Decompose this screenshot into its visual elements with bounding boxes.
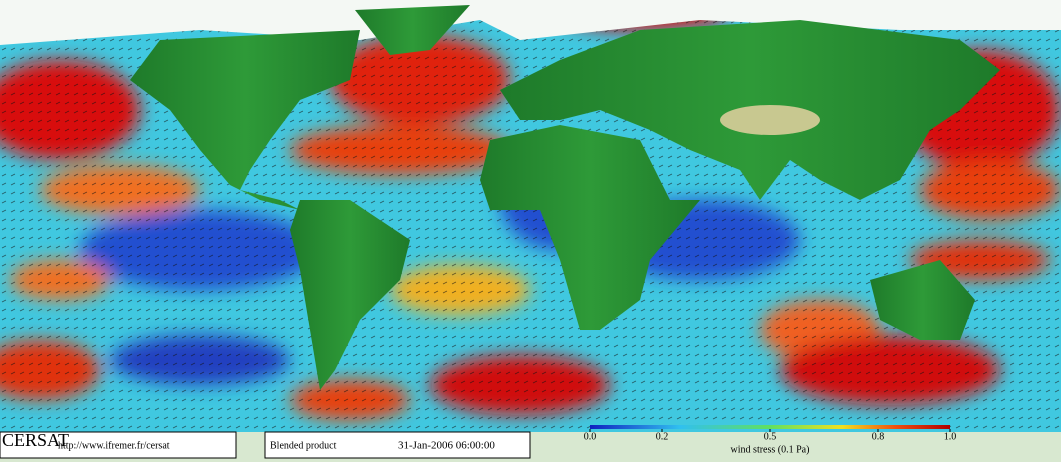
colorbar-tick-label: 0.2 (656, 431, 669, 442)
footer: CERSAT http://www.ifremer.fr/cersat Blen… (0, 425, 1061, 462)
colorbar-tick-label: 1.0 (944, 431, 957, 442)
colorbar-tick-label: 0.5 (764, 431, 777, 442)
product-name: Blended product (270, 440, 337, 451)
colorbar-tick-label: 0.8 (872, 431, 885, 442)
product-date: 31-Jan-2006 06:00:00 (398, 440, 495, 452)
colorbar-tick-label: 0.0 (584, 431, 597, 442)
url: http://www.ifremer.fr/cersat (58, 440, 170, 451)
colorbar-title: wind stress (0.1 Pa) (731, 444, 810, 455)
logo: CERSAT (2, 430, 69, 450)
colorbar (590, 425, 950, 429)
land (0, 0, 1061, 390)
